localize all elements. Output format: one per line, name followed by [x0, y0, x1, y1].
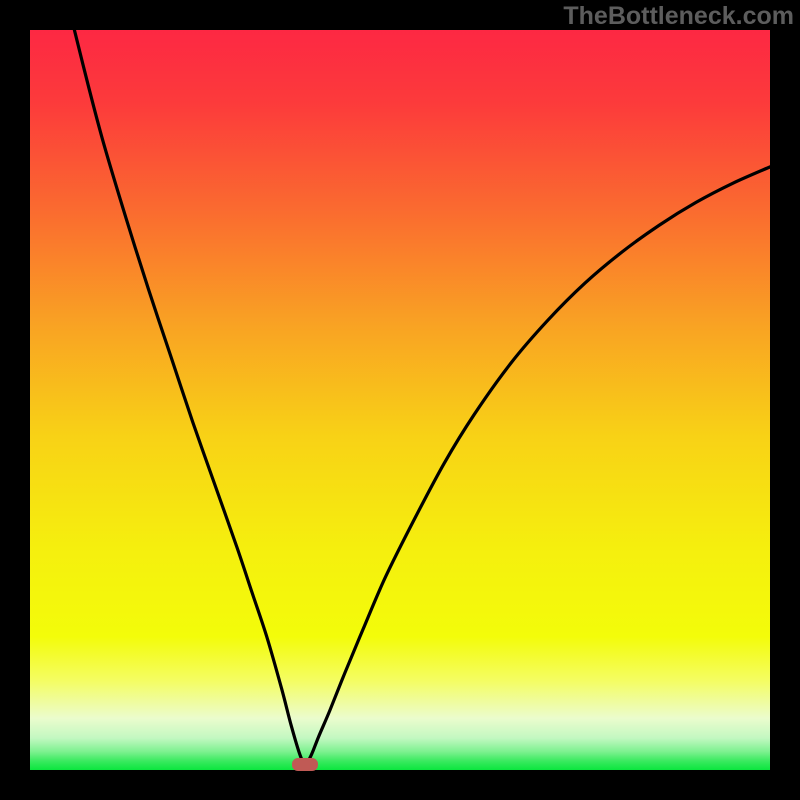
watermark-text: TheBottleneck.com	[563, 2, 794, 31]
optimal-marker	[292, 758, 318, 771]
bottleneck-curve	[0, 0, 800, 800]
curve-path	[74, 30, 770, 764]
chart-container: TheBottleneck.com	[0, 0, 800, 800]
